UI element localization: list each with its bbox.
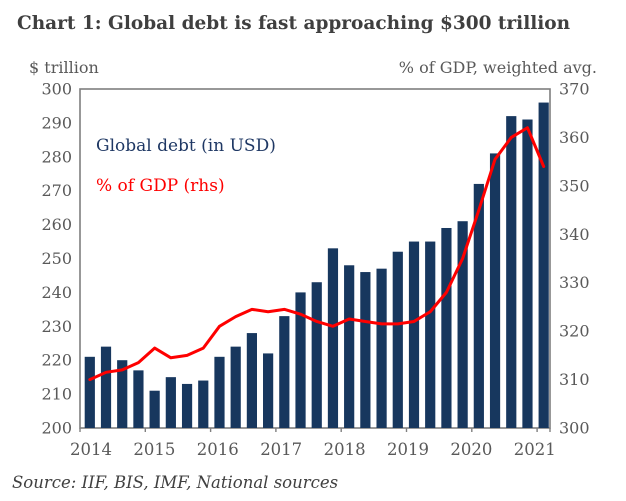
debt-bar xyxy=(165,377,176,428)
left-axis-caption: $ trillion xyxy=(29,58,99,77)
source-note: Source: IIF, BIS, IMF, National sources xyxy=(12,473,338,492)
right-axis-tick-labels: 300 310 320 330 340 350 360 370 xyxy=(559,80,590,438)
debt-bar xyxy=(246,333,257,428)
x-axis-tick-marks xyxy=(79,428,551,432)
debt-bar xyxy=(392,251,403,428)
left-tick-label: 290 xyxy=(41,113,72,132)
chart-title: Chart 1: Global debt is fast approaching… xyxy=(17,13,571,34)
debt-bar xyxy=(133,370,144,428)
left-tick-label: 300 xyxy=(41,80,72,99)
left-tick-label: 280 xyxy=(41,147,72,166)
year-label: 2017 xyxy=(260,440,302,459)
year-label: 2014 xyxy=(70,440,112,459)
debt-bar xyxy=(441,227,452,428)
debt-bar xyxy=(473,183,484,428)
debt-bar xyxy=(279,316,290,428)
left-tick-label: 270 xyxy=(41,181,72,200)
left-tick-label: 200 xyxy=(41,419,72,438)
gdp-line-series xyxy=(88,126,546,382)
year-label: 2020 xyxy=(450,440,492,459)
year-label: 2021 xyxy=(514,440,556,459)
debt-bar xyxy=(408,241,420,428)
debt-bars-series xyxy=(84,102,549,429)
left-tick-label: 210 xyxy=(41,385,72,404)
right-tick-label: 320 xyxy=(559,322,590,341)
year-label: 2016 xyxy=(197,440,239,459)
right-axis-caption: % of GDP, weighted avg. xyxy=(399,58,597,77)
debt-bar xyxy=(538,102,549,428)
left-tick-label: 220 xyxy=(41,351,72,370)
left-tick-label: 250 xyxy=(41,249,72,268)
debt-bar xyxy=(327,248,339,428)
debt-bar xyxy=(117,360,128,428)
right-tick-label: 330 xyxy=(559,273,590,292)
debt-bar xyxy=(311,282,322,428)
debt-bar xyxy=(457,221,468,428)
year-label: 2018 xyxy=(324,440,366,459)
debt-bar xyxy=(506,116,517,429)
right-tick-label: 350 xyxy=(559,176,590,195)
debt-bar xyxy=(522,119,533,428)
left-axis-tick-labels: 200 210 220 230 240 250 260 270 280 290 300 xyxy=(41,80,72,438)
debt-bar xyxy=(149,390,160,428)
left-tick-label: 240 xyxy=(41,283,72,302)
right-tick-label: 340 xyxy=(559,225,590,244)
gdp-line xyxy=(88,126,546,382)
legend-global-debt: Global debt (in USD) xyxy=(96,136,276,156)
right-tick-label: 370 xyxy=(559,80,590,99)
year-label: 2015 xyxy=(133,440,175,459)
right-tick-label: 310 xyxy=(559,370,590,389)
right-tick-label: 300 xyxy=(559,419,590,438)
debt-bar xyxy=(489,153,501,428)
debt-bar xyxy=(214,356,225,428)
right-tick-label: 360 xyxy=(559,128,590,147)
debt-bar xyxy=(100,346,112,428)
debt-bar xyxy=(295,292,306,428)
debt-bar xyxy=(263,353,274,428)
year-label: 2019 xyxy=(387,440,429,459)
debt-bar xyxy=(84,356,95,428)
debt-bar xyxy=(376,268,387,428)
debt-bar xyxy=(198,380,209,428)
debt-bar xyxy=(181,383,193,428)
debt-bar xyxy=(360,272,371,428)
legend-pct-gdp: % of GDP (rhs) xyxy=(96,176,225,196)
left-tick-label: 260 xyxy=(41,215,72,234)
debt-bar xyxy=(230,346,241,428)
debt-bar xyxy=(344,265,355,428)
left-tick-label: 230 xyxy=(41,317,72,336)
x-axis-year-labels: 2014 2015 2016 2017 2018 2019 2020 2021 xyxy=(70,440,556,459)
debt-bar xyxy=(425,241,436,428)
